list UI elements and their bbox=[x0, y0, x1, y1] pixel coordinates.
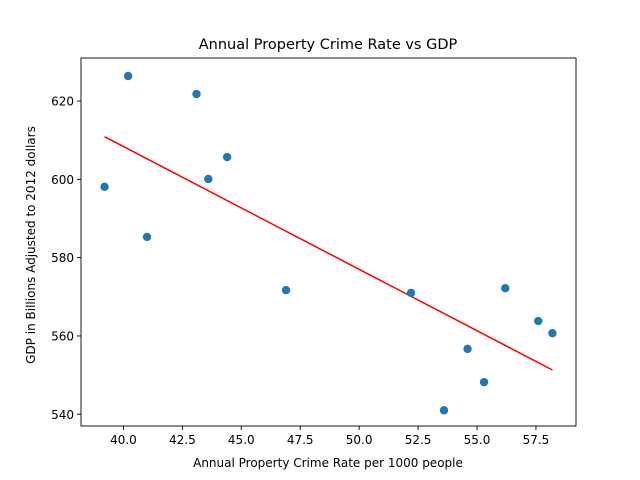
x-tick-label: 47.5 bbox=[287, 433, 314, 447]
data-point bbox=[479, 377, 489, 387]
y-tick-label: 540 bbox=[51, 408, 74, 422]
x-axis-title: Annual Property Crime Rate per 1000 peop… bbox=[193, 456, 463, 470]
data-point bbox=[192, 89, 201, 99]
data-point bbox=[281, 285, 291, 295]
plot-frame bbox=[80, 57, 577, 427]
data-point bbox=[100, 182, 109, 191]
trend-line bbox=[104, 136, 553, 371]
y-axis-title: GDP in Billions Adjusted to 2012 dollars bbox=[24, 126, 38, 364]
plot-area: 40.0 42.5 45.0 47.5 50.0 52.5 55.0 57.5 540 560 58… bbox=[51, 57, 577, 447]
x-tick-label: 52.5 bbox=[405, 433, 432, 447]
chart-title: Annual Property Crime Rate vs GDP bbox=[199, 37, 458, 53]
data-point bbox=[406, 288, 416, 298]
x-tick-label: 42.5 bbox=[169, 433, 196, 447]
x-tick-label: 40.0 bbox=[110, 433, 137, 447]
data-point bbox=[501, 283, 510, 293]
x-tick-label: 50.0 bbox=[346, 433, 373, 447]
y-tick-label: 560 bbox=[51, 329, 74, 343]
data-point bbox=[463, 344, 472, 354]
data-point bbox=[534, 316, 543, 326]
data-point bbox=[548, 329, 557, 338]
data-point bbox=[142, 232, 152, 242]
x-tick-label: 55.0 bbox=[464, 433, 491, 447]
data-point bbox=[439, 406, 449, 415]
y-tick-label: 580 bbox=[51, 251, 74, 265]
data-point bbox=[222, 152, 232, 162]
x-tick-label: 57.5 bbox=[523, 433, 550, 447]
data-point bbox=[204, 174, 213, 184]
y-tick-label: 620 bbox=[51, 95, 74, 109]
y-tick-label: 600 bbox=[51, 173, 74, 187]
data-point bbox=[123, 71, 133, 81]
x-tick-label: 45.0 bbox=[228, 433, 255, 447]
